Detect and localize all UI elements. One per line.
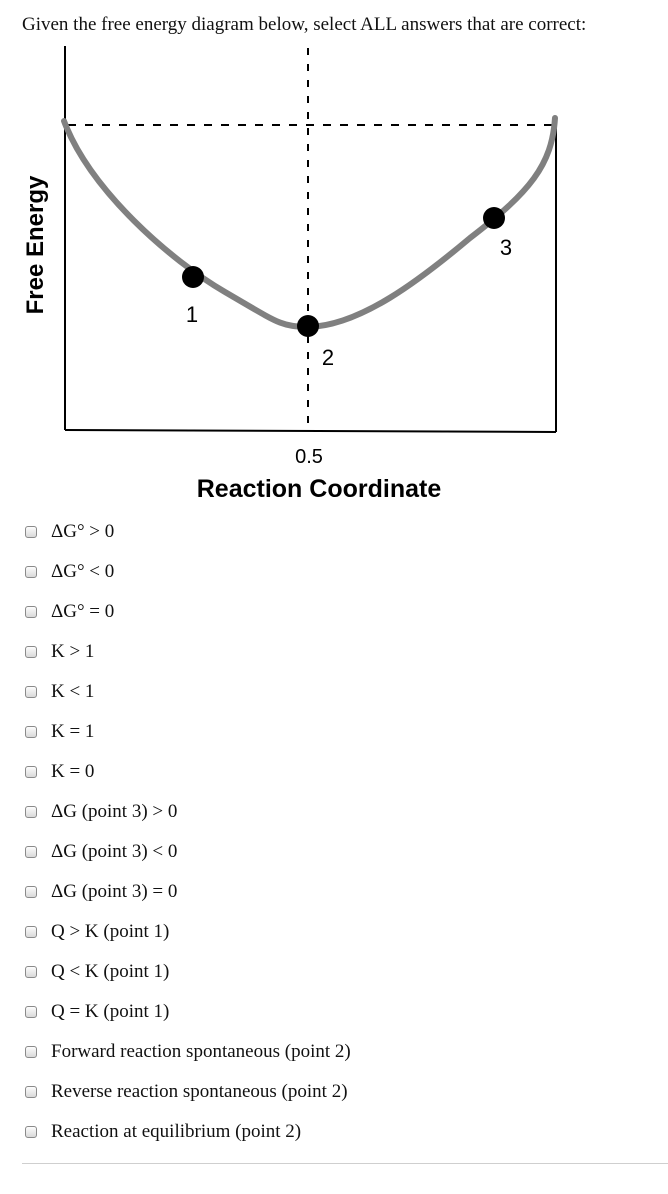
x-axis-line [64, 429, 557, 433]
option-label: Q < K (point 1) [51, 961, 170, 982]
question-text: Given the free energy diagram below, sel… [22, 14, 587, 35]
bottom-divider [22, 1163, 668, 1164]
option-k-equals-one[interactable]: K = 1 [22, 712, 351, 752]
checkbox[interactable] [25, 766, 37, 778]
option-q-equals-k-point1[interactable]: Q = K (point 1) [22, 992, 351, 1032]
checkbox[interactable] [25, 1086, 37, 1098]
point-1-label: 1 [186, 302, 198, 327]
option-forward-spontaneous-point2[interactable]: Forward reaction spontaneous (point 2) [22, 1032, 351, 1072]
checkbox[interactable] [25, 686, 37, 698]
checkbox[interactable] [25, 726, 37, 738]
x-tick-label: 0.5 [295, 446, 323, 468]
option-q-less-k-point1[interactable]: Q < K (point 1) [22, 952, 351, 992]
checkbox[interactable] [25, 966, 37, 978]
checkbox[interactable] [25, 606, 37, 618]
option-label: ΔG (point 3) = 0 [51, 881, 178, 902]
answer-options-list: ΔG° > 0 ΔG° < 0 ΔG° = 0 K > 1 K < 1 K = … [22, 512, 351, 1152]
checkbox[interactable] [25, 846, 37, 858]
option-label: Q > K (point 1) [51, 921, 170, 942]
option-k-equals-zero[interactable]: K = 0 [22, 752, 351, 792]
option-q-greater-k-point1[interactable]: Q > K (point 1) [22, 912, 351, 952]
option-label: ΔG (point 3) < 0 [51, 841, 178, 862]
checkbox[interactable] [25, 806, 37, 818]
checkbox[interactable] [25, 566, 37, 578]
option-reverse-spontaneous-point2[interactable]: Reverse reaction spontaneous (point 2) [22, 1072, 351, 1112]
option-equilibrium-point2[interactable]: Reaction at equilibrium (point 2) [22, 1112, 351, 1152]
point-2-marker [297, 315, 319, 337]
point-1-marker [182, 266, 204, 288]
option-label: K > 1 [51, 641, 95, 662]
option-label: Reverse reaction spontaneous (point 2) [51, 1081, 348, 1102]
x-axis-title: Reaction Coordinate [197, 475, 442, 503]
option-label: Reaction at equilibrium (point 2) [51, 1121, 302, 1142]
option-label: ΔG° < 0 [51, 561, 115, 582]
option-dg-point3-positive[interactable]: ΔG (point 3) > 0 [22, 792, 351, 832]
option-label: K < 1 [51, 681, 95, 702]
checkbox[interactable] [25, 1006, 37, 1018]
option-label: Forward reaction spontaneous (point 2) [51, 1041, 351, 1062]
option-dg-standard-negative[interactable]: ΔG° < 0 [22, 552, 351, 592]
checkbox[interactable] [25, 526, 37, 538]
checkbox[interactable] [25, 1046, 37, 1058]
option-label: ΔG° > 0 [51, 521, 115, 542]
option-dg-point3-negative[interactable]: ΔG (point 3) < 0 [22, 832, 351, 872]
option-dg-point3-zero[interactable]: ΔG (point 3) = 0 [22, 872, 351, 912]
checkbox[interactable] [25, 886, 37, 898]
option-dg-standard-zero[interactable]: ΔG° = 0 [22, 592, 351, 632]
option-label: K = 1 [51, 721, 95, 742]
checkbox[interactable] [25, 926, 37, 938]
option-label: K = 0 [51, 761, 95, 782]
point-2-label: 2 [322, 345, 334, 370]
point-3-marker [483, 207, 505, 229]
point-3-label: 3 [500, 235, 512, 260]
option-dg-standard-positive[interactable]: ΔG° > 0 [22, 512, 351, 552]
option-k-less-than-one[interactable]: K < 1 [22, 672, 351, 712]
checkbox[interactable] [25, 646, 37, 658]
option-label: ΔG° = 0 [51, 601, 115, 622]
free-energy-diagram: 1 2 3 0.5 Reaction Coordinate Free Energ… [22, 46, 558, 503]
checkbox[interactable] [25, 1126, 37, 1138]
y-axis-title: Free Energy [22, 175, 49, 314]
free-energy-curve [61, 115, 558, 331]
option-label: ΔG (point 3) > 0 [51, 801, 178, 822]
option-label: Q = K (point 1) [51, 1001, 170, 1022]
option-k-greater-than-one[interactable]: K > 1 [22, 632, 351, 672]
